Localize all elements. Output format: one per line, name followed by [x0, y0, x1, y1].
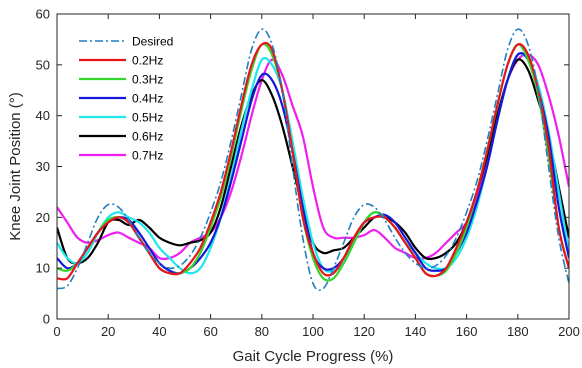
legend-label-0-4hz: 0.4Hz: [132, 92, 163, 106]
y-axis-title: Knee Joint Position (°): [7, 92, 24, 241]
x-tick-label: 100: [302, 324, 324, 339]
x-tick-label: 80: [255, 324, 269, 339]
x-tick-label: 0: [53, 324, 60, 339]
y-tick-label: 30: [36, 159, 50, 174]
x-tick-label: 120: [353, 324, 375, 339]
x-tick-label: 20: [101, 324, 115, 339]
series-layer: [57, 28, 569, 292]
x-tick-label: 140: [405, 324, 427, 339]
legend-label-0-7hz: 0.7Hz: [132, 149, 163, 163]
y-tick-label: 0: [43, 312, 50, 327]
y-tick-label: 60: [36, 7, 50, 22]
y-tick-label: 50: [36, 57, 50, 72]
x-tick-label: 200: [558, 324, 580, 339]
legend-label-desired: Desired: [132, 35, 173, 49]
x-tick-label: 40: [152, 324, 166, 339]
legend-label-0-2hz: 0.2Hz: [132, 54, 163, 68]
x-axis-title: Gait Cycle Progress (%): [233, 348, 394, 365]
ticks-layer: 0 20 40 60 80 100 120 140 160 180 200 0 10 20 30 40 50 60: [36, 7, 580, 340]
x-tick-label: 180: [507, 324, 529, 339]
x-tick-label: 60: [203, 324, 217, 339]
y-tick-label: 10: [36, 261, 50, 276]
y-tick-label: 20: [36, 210, 50, 225]
series-line-desired: [57, 28, 569, 292]
x-tick-label: 160: [456, 324, 478, 339]
legend-label-0-6hz: 0.6Hz: [132, 130, 163, 144]
legend-label-0-5hz: 0.5Hz: [132, 111, 163, 125]
series-line-0-2hz: [57, 41, 569, 281]
y-tick-label: 40: [36, 108, 50, 123]
legend-label-0-3hz: 0.3Hz: [132, 73, 163, 87]
legend: Desired 0.2Hz 0.3Hz 0.4Hz 0.5Hz 0.6Hz 0.7Hz: [79, 35, 173, 163]
